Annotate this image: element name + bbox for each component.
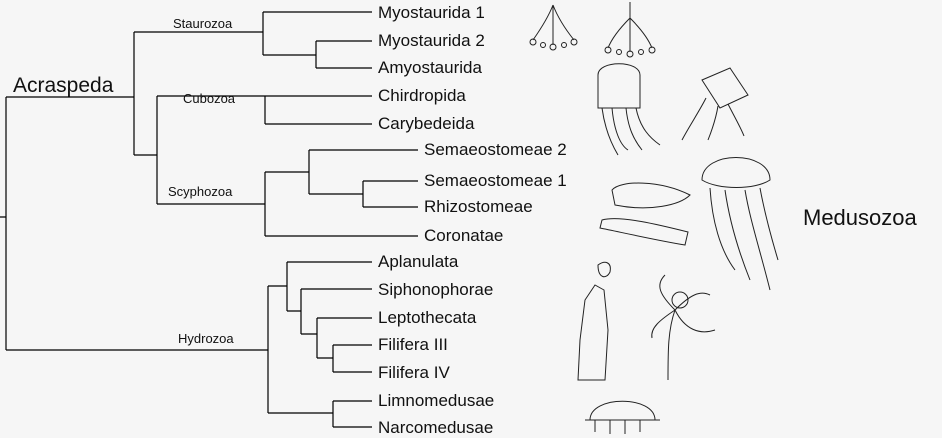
branch-staurozoa — [262, 11, 372, 69]
taxon-amyostaurida: Amyostaurida — [378, 58, 482, 77]
taxon-aplanulata: Aplanulata — [378, 252, 459, 271]
stauromedusa-sketch-2 — [604, 2, 656, 58]
taxon-narcomedusae: Narcomedusae — [378, 418, 494, 437]
taxon-chirdropida: Chirdropida — [378, 86, 466, 105]
narcomedusa-sketch — [585, 400, 660, 434]
branch-leptothecata — [316, 317, 372, 359]
taxon-limnomedusae: Limnomedusae — [378, 391, 495, 410]
tree-branches — [0, 11, 418, 428]
clade-scyphozoa: Scyphozoa — [168, 184, 233, 199]
taxon-myostaurida-2: Myostaurida 2 — [378, 31, 485, 50]
organism-illustrations — [529, 2, 779, 434]
clade-cubozoa: Cubozoa — [183, 91, 236, 106]
semaeostome-sketch — [701, 157, 779, 291]
cubomedusa-sketch-2 — [681, 67, 749, 141]
taxon-siphonophorae: Siphonophorae — [378, 280, 494, 299]
taxon-coronatae: Coronatae — [424, 226, 504, 245]
branch-discomedusae — [308, 149, 418, 208]
branch-hydroidolina — [286, 261, 372, 312]
branch-cubozoa — [264, 95, 372, 125]
taxon-rhizostomeae: Rhizostomeae — [424, 197, 533, 216]
taxon-filifera-iv: Filifera IV — [378, 363, 450, 382]
branch-filifera — [332, 344, 372, 373]
taxon-semaeostomeae-2: Semaeostomeae 2 — [424, 140, 567, 159]
branch-hydroidolina-inner — [300, 288, 372, 335]
rhizostome-sketch — [599, 182, 691, 246]
stauromedusa-sketch-1 — [529, 4, 578, 51]
branch-root — [0, 96, 268, 351]
taxon-leptothecata: Leptothecata — [378, 308, 477, 327]
clade-staurozoa: Staurozoa — [173, 16, 233, 31]
siphonophore-sketch — [651, 274, 716, 381]
hydroid-colony-sketch — [577, 261, 611, 381]
taxon-myostaurida-1: Myostaurida 1 — [378, 3, 485, 22]
taxon-semaeostomeae-1: Semaeostomeae 1 — [424, 171, 567, 190]
branch-acraspeda — [133, 31, 263, 156]
clade-acraspeda: Acraspeda — [13, 74, 114, 97]
cubomedusa-sketch-1 — [597, 63, 661, 156]
branch-hydrozoa — [267, 285, 333, 414]
branch-trachylina — [332, 400, 372, 428]
clade-medusozoa: Medusozoa — [803, 205, 917, 230]
taxon-carybedeida: Carybedeida — [378, 114, 475, 133]
branch-scyphozoa — [264, 171, 418, 237]
branch-cubo-scypho — [156, 95, 265, 205]
taxon-filifera-iii: Filifera III — [378, 335, 448, 354]
clade-hydrozoa: Hydrozoa — [178, 331, 234, 346]
